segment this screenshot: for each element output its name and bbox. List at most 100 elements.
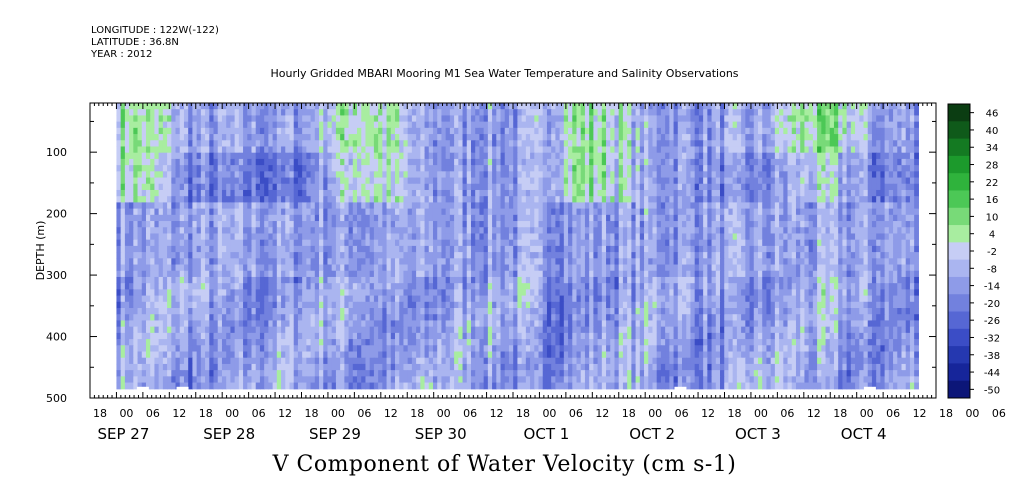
heatmap-cell	[568, 189, 573, 197]
heatmap-cell	[335, 221, 341, 228]
heatmap-cell	[373, 165, 379, 172]
heatmap-cell	[251, 258, 257, 266]
heatmap-cell	[698, 146, 704, 154]
heatmap-cell	[745, 177, 751, 185]
heatmap-cell	[690, 221, 696, 228]
heatmap-cell	[281, 189, 286, 197]
heatmap-cell	[479, 183, 485, 191]
heatmap-cell	[386, 140, 392, 148]
heatmap-cell	[319, 165, 324, 172]
heatmap-cell	[909, 134, 915, 141]
heatmap-cell	[584, 140, 590, 148]
heatmap-cell	[124, 233, 130, 241]
heatmap-cell	[838, 233, 843, 241]
heatmap-cell	[901, 152, 907, 160]
heatmap-cell	[352, 165, 358, 172]
heatmap-cell	[546, 189, 552, 197]
heatmap-cell	[909, 146, 915, 154]
heatmap-cell	[331, 221, 337, 228]
heatmap-cell	[525, 158, 531, 166]
heatmap-cell	[762, 127, 768, 135]
heatmap-cell	[513, 189, 519, 197]
heatmap-cell	[846, 146, 852, 154]
heatmap-cell	[690, 258, 696, 266]
heatmap-cell	[682, 121, 687, 129]
heatmap-cell	[150, 127, 156, 135]
heatmap-cell	[395, 258, 400, 266]
heatmap-cell	[340, 115, 345, 123]
heatmap-cell	[855, 221, 860, 228]
heatmap-cell	[281, 103, 286, 110]
heatmap-cell	[888, 140, 894, 148]
heatmap-cell	[175, 189, 181, 197]
heatmap-cell	[686, 127, 692, 135]
heatmap-cell	[850, 252, 856, 259]
heatmap-cell	[407, 189, 413, 197]
heatmap-cell	[846, 239, 852, 247]
heatmap-cell	[694, 103, 700, 110]
heatmap-cell	[644, 140, 649, 148]
heatmap-cell	[441, 146, 447, 154]
heatmap-cell	[787, 109, 793, 117]
heatmap-cell	[905, 239, 911, 247]
heatmap-cell	[420, 189, 426, 197]
heatmap-cell	[859, 134, 865, 141]
heatmap-cell	[167, 183, 172, 191]
heatmap-cell	[876, 103, 881, 110]
heatmap-cell	[842, 140, 848, 148]
heatmap-cell	[281, 233, 286, 241]
heatmap-cell	[855, 146, 860, 154]
heatmap-cell	[732, 177, 738, 185]
heatmap-cell	[492, 202, 497, 210]
heatmap-cell	[348, 158, 354, 166]
heatmap-cell	[243, 152, 248, 160]
heatmap-cell	[162, 264, 168, 272]
heatmap-cell	[487, 165, 493, 172]
heatmap-cell	[230, 103, 236, 110]
heatmap-cell	[909, 227, 915, 235]
heatmap-cell	[124, 140, 130, 148]
heatmap-cell	[652, 134, 658, 141]
heatmap-cell	[323, 245, 329, 253]
heatmap-cell	[893, 109, 898, 117]
heatmap-cell	[200, 152, 206, 160]
heatmap-cell	[783, 152, 789, 160]
heatmap-cell	[627, 171, 632, 179]
heatmap-cell	[310, 258, 316, 266]
heatmap-cell	[205, 115, 210, 123]
heatmap-cell	[289, 233, 295, 241]
heatmap-cell	[175, 171, 181, 179]
heatmap-cell	[901, 208, 907, 216]
heatmap-cell	[542, 140, 548, 148]
heatmap-cell	[538, 208, 544, 216]
heatmap-cell	[171, 115, 177, 123]
heatmap-cell	[893, 258, 898, 266]
heatmap-cell	[897, 127, 903, 135]
heatmap-cell	[504, 202, 510, 210]
heatmap-cell	[407, 140, 413, 148]
heatmap-cell	[736, 239, 742, 247]
heatmap-cell	[694, 189, 700, 197]
heatmap-cell	[399, 177, 405, 185]
heatmap-cell	[732, 239, 738, 247]
heatmap-cell	[175, 109, 181, 117]
heatmap-cell	[365, 239, 371, 247]
heatmap-cell	[496, 183, 502, 191]
heatmap-cell	[323, 264, 329, 272]
heatmap-cell	[855, 165, 860, 172]
heatmap-cell	[306, 233, 312, 241]
heatmap-cell	[340, 152, 345, 160]
heatmap-cell	[217, 233, 223, 241]
heatmap-cell	[652, 221, 658, 228]
heatmap-cell	[817, 146, 822, 154]
heatmap-cell	[791, 258, 797, 266]
heatmap-cell	[563, 171, 569, 179]
heatmap-cell	[238, 233, 244, 241]
heatmap-cell	[247, 127, 253, 135]
heatmap-cell	[209, 140, 215, 148]
heatmap-cell	[378, 189, 383, 197]
heatmap-cell	[293, 177, 299, 185]
heatmap-cell	[276, 196, 282, 203]
heatmap-cell	[268, 115, 274, 123]
heatmap-cell	[403, 221, 409, 228]
